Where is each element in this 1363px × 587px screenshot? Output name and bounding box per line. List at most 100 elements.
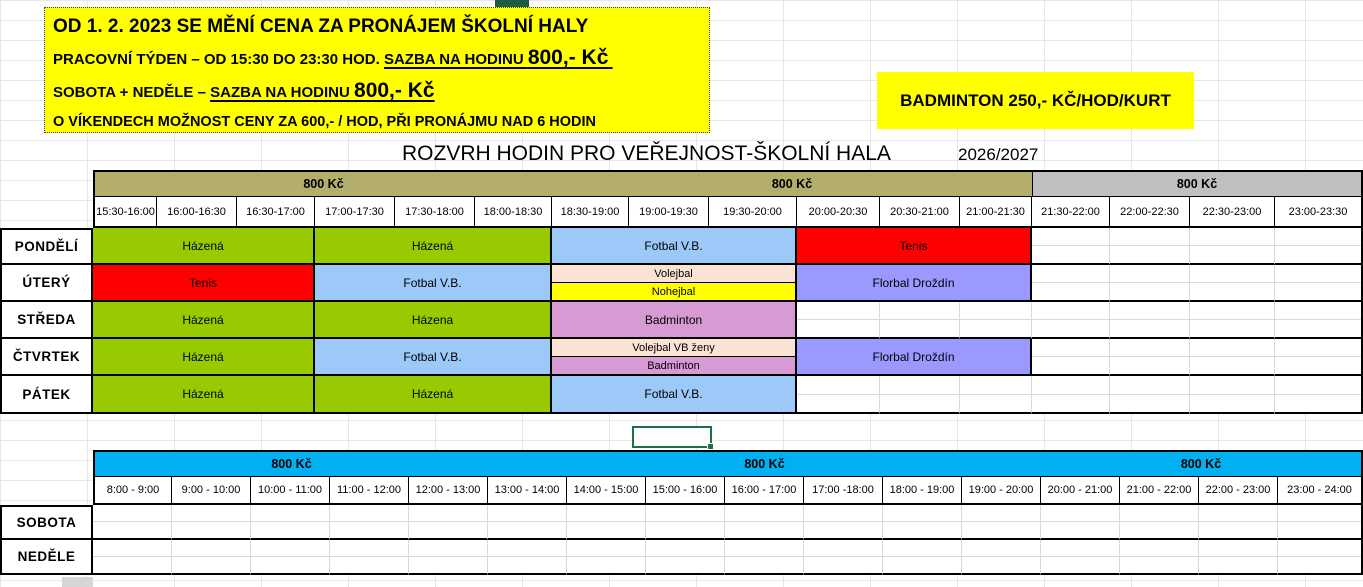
time-slot[interactable]: 8:00 - 9:00 <box>93 477 172 505</box>
price-band[interactable]: 800 Kč <box>1032 170 1363 197</box>
schedule-block[interactable]: Házená <box>315 228 552 265</box>
empty-slot-cell[interactable] <box>567 505 646 540</box>
empty-slot-cell[interactable] <box>1275 265 1363 302</box>
empty-slot-cell[interactable] <box>1278 505 1363 540</box>
time-slot[interactable]: 17:00 -18:00 <box>804 477 883 505</box>
time-slot[interactable]: 17:00-17:30 <box>315 197 395 228</box>
day-label[interactable]: ČTVRTEK <box>0 339 93 376</box>
schedule-block[interactable]: Badminton <box>552 357 795 374</box>
schedule-block[interactable]: Volejbal <box>552 265 795 283</box>
time-slot[interactable]: 21:30-22:00 <box>1032 197 1110 228</box>
empty-slot-cell[interactable] <box>172 540 251 575</box>
schedule-block[interactable]: Volejbal VB ženy <box>552 339 795 357</box>
time-slot[interactable]: 12:00 - 13:00 <box>409 477 488 505</box>
empty-slot-cell[interactable] <box>1275 339 1363 376</box>
day-label[interactable]: NEDĚLE <box>0 540 93 575</box>
time-slot[interactable]: 21:00-21:30 <box>960 197 1032 228</box>
schedule-block[interactable]: Házená <box>315 376 552 414</box>
day-label[interactable]: PÁTEK <box>0 376 93 414</box>
schedule-block[interactable]: Házená <box>93 302 315 339</box>
empty-slot-cell[interactable] <box>1032 376 1110 414</box>
time-slot[interactable]: 22:00-22:30 <box>1110 197 1190 228</box>
schedule-block[interactable]: Fotbal V.B. <box>552 376 797 414</box>
day-label[interactable]: SOBOTA <box>0 505 93 540</box>
empty-slot-cell[interactable] <box>804 505 883 540</box>
empty-slot-cell[interactable] <box>251 540 330 575</box>
empty-slot-cell[interactable] <box>725 505 804 540</box>
empty-slot-cell[interactable] <box>1190 376 1275 414</box>
empty-slot-cell[interactable] <box>1110 376 1190 414</box>
time-slot[interactable]: 18:00-18:30 <box>475 197 552 228</box>
price-band[interactable]: 800 Kč <box>488 450 1041 477</box>
schedule-block[interactable]: Badminton <box>552 302 797 339</box>
empty-slot-cell[interactable] <box>1110 228 1190 265</box>
empty-slot-cell[interactable] <box>646 540 725 575</box>
empty-slot-cell[interactable] <box>1110 302 1190 339</box>
schedule-block[interactable]: Házená <box>93 228 315 265</box>
schedule-block[interactable]: Fotbal V.B. <box>552 228 797 265</box>
price-band[interactable]: 800 Kč <box>93 170 552 197</box>
price-band[interactable]: 800 Kč <box>93 450 488 477</box>
schedule-block[interactable]: Tenis <box>93 265 315 302</box>
schedule-block-split[interactable]: Volejbal VB ženy Badminton <box>552 339 797 376</box>
price-band[interactable]: 800 Kč <box>552 170 1032 197</box>
time-slot[interactable]: 16:00-16:30 <box>157 197 237 228</box>
empty-slot-cell[interactable] <box>1120 540 1199 575</box>
empty-slot-cell[interactable] <box>1275 302 1363 339</box>
schedule-block[interactable]: Házená <box>93 376 315 414</box>
empty-slot-cell[interactable] <box>488 540 567 575</box>
time-slot[interactable]: 16:00 - 17:00 <box>725 477 804 505</box>
time-slot[interactable]: 18:30-19:00 <box>552 197 629 228</box>
empty-slot-cell[interactable] <box>409 540 488 575</box>
time-slot[interactable]: 9:00 - 10:00 <box>172 477 251 505</box>
empty-slot-cell[interactable] <box>1032 339 1110 376</box>
time-slot[interactable]: 22:30-23:00 <box>1190 197 1275 228</box>
time-slot[interactable]: 19:00-19:30 <box>629 197 709 228</box>
empty-slot-cell[interactable] <box>409 505 488 540</box>
empty-slot-cell[interactable] <box>93 540 172 575</box>
day-label[interactable]: ÚTERÝ <box>0 265 93 302</box>
empty-slot-cell[interactable] <box>1278 540 1363 575</box>
empty-slot-cell[interactable] <box>725 540 804 575</box>
empty-slot-cell[interactable] <box>172 505 251 540</box>
empty-slot-cell[interactable] <box>962 505 1041 540</box>
time-slot[interactable]: 14:00 - 15:00 <box>567 477 646 505</box>
empty-slot-cell[interactable] <box>330 540 409 575</box>
time-slot[interactable]: 19:00 - 20:00 <box>962 477 1041 505</box>
empty-slot-cell[interactable] <box>1041 505 1120 540</box>
time-slot[interactable]: 15:00 - 16:00 <box>646 477 725 505</box>
empty-slot-cell[interactable] <box>1041 540 1120 575</box>
time-slot[interactable]: 22:00 - 23:00 <box>1199 477 1278 505</box>
empty-slot-cell[interactable] <box>1110 339 1190 376</box>
empty-slot-cell[interactable] <box>883 505 962 540</box>
empty-slot-cell[interactable] <box>488 505 567 540</box>
schedule-block[interactable]: Florbal Droždín <box>797 339 1032 376</box>
schedule-block[interactable]: Házena <box>315 302 552 339</box>
time-slot[interactable]: 20:00 - 21:00 <box>1041 477 1120 505</box>
time-slot[interactable]: 19:30-20:00 <box>709 197 797 228</box>
empty-slot-cell[interactable] <box>251 505 330 540</box>
empty-slot-cell[interactable] <box>1032 302 1110 339</box>
empty-slot-cell[interactable] <box>1275 376 1363 414</box>
schedule-block[interactable]: Fotbal V.B. <box>315 265 552 302</box>
empty-slot-cell[interactable] <box>1199 540 1278 575</box>
day-label[interactable]: STŘEDA <box>0 302 93 339</box>
empty-slot-cell[interactable] <box>960 376 1032 414</box>
empty-slot-cell[interactable] <box>1190 265 1275 302</box>
schedule-block[interactable]: Házená <box>93 339 315 376</box>
empty-slot-cell[interactable] <box>797 376 880 414</box>
schedule-block[interactable]: Nohejbal <box>552 283 795 300</box>
empty-slot-cell[interactable] <box>1032 228 1110 265</box>
empty-slot-cell[interactable] <box>1190 302 1275 339</box>
empty-slot-cell[interactable] <box>1032 265 1110 302</box>
time-slot[interactable]: 20:30-21:00 <box>880 197 960 228</box>
time-slot[interactable]: 23:00-23:30 <box>1275 197 1363 228</box>
price-band[interactable]: 800 Kč <box>1041 450 1363 477</box>
empty-slot-cell[interactable] <box>883 540 962 575</box>
empty-slot-cell[interactable] <box>880 302 960 339</box>
time-slot[interactable]: 15:30-16:00 <box>93 197 157 228</box>
empty-slot-cell[interactable] <box>962 540 1041 575</box>
empty-slot-cell[interactable] <box>1199 505 1278 540</box>
schedule-block[interactable]: Tenis <box>797 228 1032 265</box>
time-slot[interactable]: 17:30-18:00 <box>395 197 475 228</box>
